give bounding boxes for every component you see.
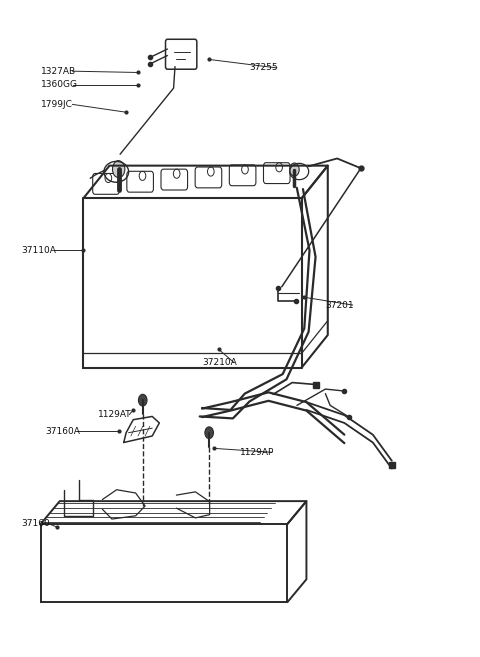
Text: 37201: 37201 xyxy=(325,300,354,309)
Circle shape xyxy=(138,394,147,406)
Text: 37255: 37255 xyxy=(250,64,278,72)
Text: 1129AP: 1129AP xyxy=(240,448,275,457)
Text: 1799JC: 1799JC xyxy=(41,100,72,109)
Circle shape xyxy=(205,427,214,439)
Circle shape xyxy=(112,161,125,177)
Text: 1327AB: 1327AB xyxy=(41,66,76,76)
Text: 37110A: 37110A xyxy=(22,246,57,255)
Text: 37160A: 37160A xyxy=(46,427,80,436)
Text: 1360GG: 1360GG xyxy=(41,80,78,89)
Text: 37160: 37160 xyxy=(22,520,50,528)
Circle shape xyxy=(290,163,299,176)
Text: 37210A: 37210A xyxy=(202,358,237,367)
Text: 1129AT: 1129AT xyxy=(97,410,132,419)
